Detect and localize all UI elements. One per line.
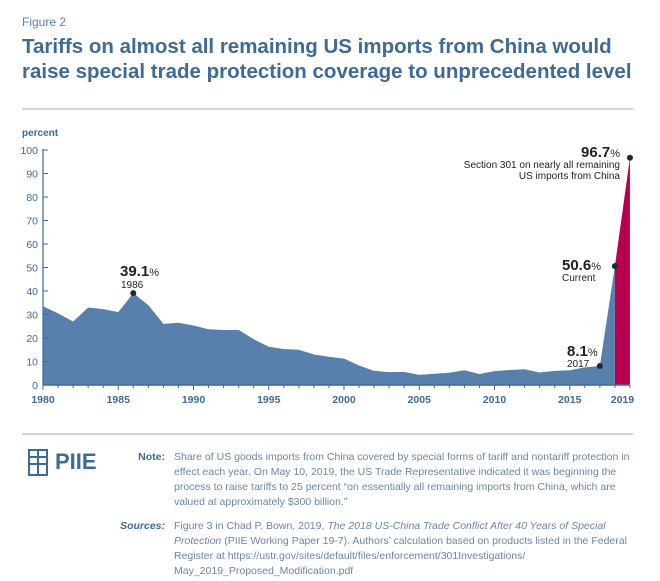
data-point-marker <box>596 362 603 369</box>
x-tick-label: 1985 <box>107 394 131 406</box>
y-tick-label: 30 <box>26 310 38 322</box>
title-divider <box>22 108 633 110</box>
y-tick-label: 40 <box>26 286 38 298</box>
footer-divider <box>22 433 633 435</box>
annotation-proposed-value: 96.7% <box>581 144 620 161</box>
x-tick-label: 1995 <box>257 394 281 406</box>
x-tick-label: 2005 <box>408 394 432 406</box>
sources-text: Figure 3 in Chad P. Bown, 2019, The 2018… <box>174 519 630 579</box>
y-tick-label: 50 <box>26 263 38 275</box>
annotation-1986-label: 1986 <box>121 280 144 291</box>
note-text: Share of US goods imports from China cov… <box>174 451 630 508</box>
y-tick-label: 60 <box>26 239 38 251</box>
x-tick-label: 2015 <box>558 394 582 406</box>
x-tick-label: 1980 <box>31 394 55 406</box>
annotation-2017-value: 8.1% <box>567 343 598 360</box>
annotation-proposed-label: US imports from China <box>519 171 621 182</box>
chart-title: Tariffs on almost all remaining US impor… <box>22 35 632 83</box>
sources-label: Sources: <box>120 520 165 532</box>
figure-label: Figure 2 <box>22 15 67 29</box>
x-tick-label: 2019 <box>611 394 635 406</box>
annotation-current-value: 50.6% <box>562 257 601 274</box>
x-tick-label: 2000 <box>332 394 356 406</box>
proposed-area <box>614 157 630 385</box>
area-chart: percent 0 10 20 30 40 50 60 70 80 90 100 1980 1985 199… <box>20 128 635 406</box>
sources-title: The 2018 US-China Trade Conflict After 4… <box>174 520 606 547</box>
piie-logo: PIIE <box>25 447 97 477</box>
y-axis-label: percent <box>22 128 59 139</box>
sources-post: (PIIE Working Paper 19-7). Authors’ calc… <box>174 535 627 577</box>
notes-block: Note: Share of US goods imports from Chi… <box>110 450 630 581</box>
y-tick-label: 0 <box>32 380 38 392</box>
data-point-marker <box>611 263 618 270</box>
logo-building-icon <box>28 449 48 476</box>
annotation-current-label: Current <box>562 273 596 284</box>
y-tick-label: 70 <box>26 216 38 228</box>
note-label: Note: <box>138 451 165 463</box>
y-tick-label: 20 <box>26 333 38 345</box>
data-point-marker <box>626 154 633 161</box>
data-point-marker <box>130 290 137 297</box>
annotation-1986-value: 39.1% <box>120 263 159 280</box>
y-tick-label: 80 <box>26 192 38 204</box>
y-tick-label: 10 <box>26 357 38 369</box>
y-tick-label: 100 <box>20 145 38 157</box>
y-tick-label: 90 <box>26 169 38 181</box>
annotation-proposed-label: Section 301 on nearly all remaining <box>464 160 620 171</box>
sources-pre: Figure 3 in Chad P. Bown, 2019, <box>174 520 328 532</box>
annotation-2017-label: 2017 <box>567 359 590 370</box>
x-tick-label: 2010 <box>483 394 507 406</box>
x-tick-label: 1990 <box>182 394 206 406</box>
logo-text: PIIE <box>55 449 97 474</box>
historical-area <box>43 266 615 385</box>
